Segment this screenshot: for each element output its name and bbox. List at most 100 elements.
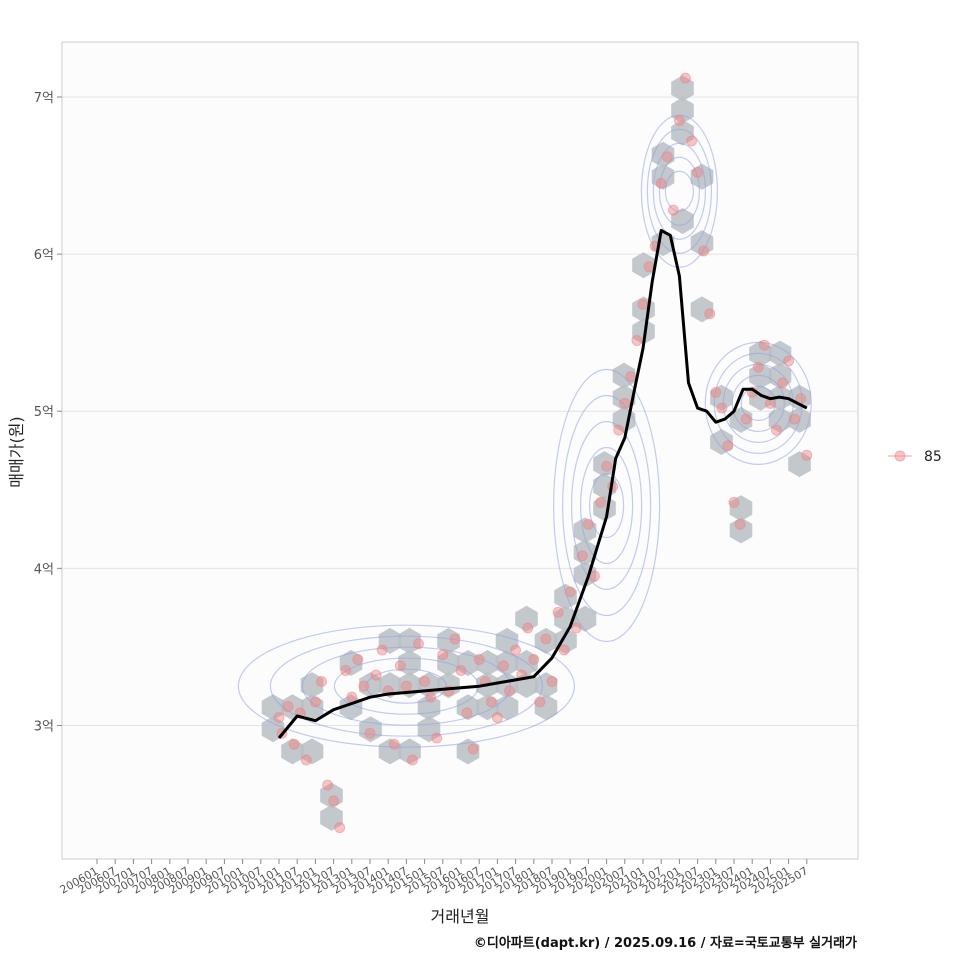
hexbin-cell — [359, 716, 382, 743]
hexbin-cell — [476, 694, 499, 721]
legend: 85 — [888, 449, 942, 465]
scatter-point — [394, 660, 406, 672]
y-tick-label: 7억 — [34, 91, 54, 106]
scatter-point — [406, 754, 418, 766]
density-contour — [561, 394, 652, 617]
scatter-point — [504, 685, 516, 697]
scatter-point — [667, 204, 679, 216]
scatter-point — [431, 732, 443, 744]
scatter-point — [655, 177, 667, 189]
scatter-point — [400, 680, 412, 692]
y-tick-label: 3억 — [34, 719, 54, 734]
hexbin-layer — [261, 75, 811, 831]
scatter-point — [716, 402, 728, 414]
scatter-point — [631, 335, 643, 347]
scatter-point — [315, 675, 327, 687]
scatter-point — [783, 355, 795, 367]
scatter-point — [364, 727, 376, 739]
grid — [62, 96, 858, 726]
scatter-point — [273, 712, 285, 724]
density-contour — [652, 142, 707, 240]
density-contour — [646, 128, 713, 254]
scatter-point — [467, 743, 479, 755]
hexbin-cell — [573, 605, 597, 632]
scatter-point — [582, 518, 594, 530]
scatter-point — [625, 371, 637, 383]
hexbin-cell — [359, 672, 382, 699]
y-axis-title: 매매가(원) — [7, 416, 26, 487]
scatter-point — [673, 115, 685, 127]
scatter-point — [491, 712, 503, 724]
hexbin-cell — [671, 119, 694, 146]
y-tick-label: 4억 — [34, 562, 54, 577]
hexbin-cell — [300, 694, 324, 721]
scatter-point — [334, 822, 346, 834]
scatter-point — [309, 696, 321, 708]
scatter-point — [340, 664, 352, 676]
scatter-point — [698, 245, 710, 257]
density-contour — [552, 368, 661, 643]
hexbin-cell — [495, 694, 519, 721]
scatter-point — [485, 696, 497, 708]
hexbin-cell — [281, 694, 304, 721]
scatter-point — [752, 361, 764, 373]
density-contour — [237, 624, 575, 748]
scatter-point — [473, 653, 485, 665]
y-tick-label: 5억 — [34, 405, 54, 420]
density-contour — [658, 156, 701, 226]
hexbin-cell — [690, 163, 714, 190]
density-contour — [731, 374, 785, 432]
hexbin-cell — [281, 738, 304, 765]
scatter-point — [789, 413, 801, 425]
scatter-point — [376, 644, 388, 656]
hexbin-cell — [300, 738, 324, 765]
scatter-point — [388, 738, 400, 750]
scatter-point — [801, 449, 813, 461]
density-contour-layer — [237, 114, 812, 748]
y-axis: 3억 4억 5억 6억 7억 — [34, 91, 62, 734]
scatter-point — [686, 135, 698, 147]
density-contour — [579, 446, 634, 565]
scatter-point — [522, 622, 534, 634]
scatter-point — [734, 518, 746, 530]
density-contour — [588, 472, 625, 539]
hexbin-cell — [339, 650, 363, 676]
density-contour — [269, 635, 543, 737]
hexbin-cell — [261, 694, 285, 721]
scatter-point — [692, 166, 704, 178]
scatter-point — [558, 644, 570, 656]
hexbin-cell — [554, 583, 577, 610]
trend-line-layer — [277, 229, 808, 739]
scatter-point — [704, 308, 716, 320]
x-axis: 2006012006072007012007072008012008072009… — [58, 859, 810, 897]
scatter-point — [619, 397, 631, 409]
scatter-point — [352, 653, 364, 665]
hexbin-cell — [788, 451, 811, 478]
scatter-point — [419, 675, 431, 687]
y-tick-label: 6억 — [34, 248, 54, 263]
hexbin-cell — [398, 738, 421, 765]
scatter-point — [728, 496, 740, 508]
hexbin-cell — [378, 738, 402, 765]
hexbin-cell — [476, 650, 499, 676]
hexbin-cell — [671, 208, 694, 234]
hexbin-cell — [729, 495, 753, 522]
legend-label: 85 — [924, 449, 942, 465]
hexbin-cell — [534, 694, 558, 721]
scatter-point — [643, 261, 655, 273]
hexbin-cell — [690, 230, 714, 257]
scatter-point — [595, 496, 607, 508]
density-contour — [570, 420, 643, 591]
scatter-point — [322, 779, 334, 791]
scatter-point — [534, 696, 546, 708]
scatter-point — [564, 586, 576, 598]
scatter-point — [300, 754, 312, 766]
hexbin-cell — [320, 782, 343, 809]
scatter-point — [740, 413, 752, 425]
scatter-point — [540, 633, 552, 645]
hexbin-cell — [768, 340, 792, 367]
scatter-point — [661, 151, 673, 163]
scatter-point — [546, 675, 558, 687]
hexbin-cell — [651, 163, 675, 190]
